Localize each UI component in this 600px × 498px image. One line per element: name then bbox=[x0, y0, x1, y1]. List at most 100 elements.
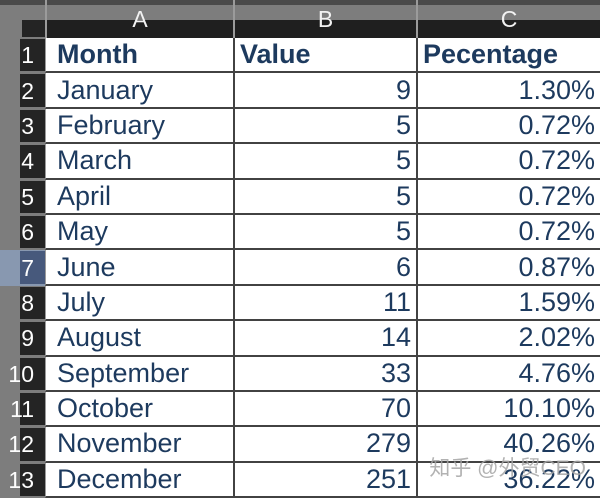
column-header-c[interactable]: C bbox=[416, 0, 600, 38]
cell-month[interactable]: September bbox=[45, 356, 233, 392]
row-number: 4 bbox=[21, 148, 34, 175]
table-row: 13 December 251 36.22% bbox=[0, 462, 600, 498]
cell-percentage[interactable]: 1.59% bbox=[416, 285, 600, 322]
row-header-box bbox=[20, 74, 45, 107]
cell-value[interactable]: 5 bbox=[233, 214, 416, 251]
cell-percentage[interactable]: 0.72% bbox=[416, 214, 600, 251]
cell-month[interactable]: Month bbox=[45, 38, 233, 74]
cell-value[interactable]: 5 bbox=[233, 108, 416, 145]
row-header[interactable]: 4 bbox=[0, 144, 45, 180]
row-number: 8 bbox=[21, 289, 34, 316]
cell-value[interactable]: 5 bbox=[233, 179, 416, 215]
cell-percentage[interactable]: 0.87% bbox=[416, 250, 600, 286]
row-header[interactable]: 11 bbox=[0, 391, 45, 428]
table-row: 2 January 9 1.30% bbox=[0, 73, 600, 109]
cell-value[interactable]: 33 bbox=[233, 356, 416, 392]
cell-percentage[interactable]: 2.02% bbox=[416, 321, 600, 357]
column-letter: A bbox=[132, 5, 148, 32]
column-header-row: A B C bbox=[0, 0, 600, 38]
row-header-box bbox=[20, 215, 45, 249]
row-header-box bbox=[20, 39, 45, 72]
column-letter: C bbox=[500, 5, 518, 32]
table-row: 4 March 5 0.72% bbox=[0, 144, 600, 180]
cell-value[interactable]: 251 bbox=[233, 462, 416, 498]
row-header[interactable]: 1 bbox=[0, 38, 45, 74]
row-number: 11 bbox=[10, 396, 34, 423]
cell-month[interactable]: May bbox=[45, 214, 233, 251]
cell-value[interactable]: 6 bbox=[233, 250, 416, 286]
sheet-rows: 1 Month Value Pecentage 2 January 9 1.30… bbox=[0, 38, 600, 498]
cell-value[interactable]: 5 bbox=[233, 144, 416, 180]
cell-month[interactable]: November bbox=[45, 427, 233, 463]
row-header[interactable]: 2 bbox=[0, 73, 45, 109]
cell-month[interactable]: March bbox=[45, 144, 233, 180]
row-header[interactable]: 8 bbox=[0, 285, 45, 322]
row-number: 3 bbox=[21, 112, 34, 139]
table-row: 5 April 5 0.72% bbox=[0, 179, 600, 215]
row-header[interactable]: 7 bbox=[0, 250, 45, 286]
row-number: 2 bbox=[21, 77, 34, 104]
table-row: 7 June 6 0.87% bbox=[0, 250, 600, 286]
cell-month[interactable]: January bbox=[45, 73, 233, 109]
column-letter: B bbox=[317, 5, 334, 32]
row-header[interactable]: 12 bbox=[0, 427, 45, 463]
row-header[interactable]: 3 bbox=[0, 108, 45, 145]
cell-percentage[interactable]: 0.72% bbox=[416, 108, 600, 145]
row-number: 12 bbox=[8, 431, 34, 458]
cell-value[interactable]: Value bbox=[233, 38, 416, 74]
row-header-box bbox=[20, 251, 45, 284]
cell-month[interactable]: August bbox=[45, 321, 233, 357]
select-all-corner-cell[interactable] bbox=[0, 0, 45, 38]
cell-month[interactable]: June bbox=[45, 250, 233, 286]
cell-value[interactable]: 11 bbox=[233, 285, 416, 322]
row-header[interactable]: 9 bbox=[0, 321, 45, 357]
column-header-a[interactable]: A bbox=[45, 0, 233, 38]
cell-month[interactable]: July bbox=[45, 285, 233, 322]
row-header-box bbox=[20, 145, 45, 178]
row-number: 5 bbox=[21, 183, 34, 210]
row-number: 9 bbox=[21, 325, 34, 352]
row-number: 10 bbox=[8, 360, 34, 387]
cell-percentage[interactable]: 40.26% bbox=[416, 427, 600, 463]
row-header[interactable]: 5 bbox=[0, 179, 45, 215]
table-row: 10 September 33 4.76% bbox=[0, 356, 600, 392]
column-header-b[interactable]: B bbox=[233, 0, 416, 38]
cell-percentage[interactable]: 0.72% bbox=[416, 144, 600, 180]
row-header[interactable]: 13 bbox=[0, 462, 45, 498]
table-row: 6 May 5 0.72% bbox=[0, 214, 600, 251]
cell-percentage[interactable]: 4.76% bbox=[416, 356, 600, 392]
table-row: 12 November 279 40.26% bbox=[0, 427, 600, 463]
row-header-box bbox=[20, 357, 45, 390]
row-header-box bbox=[20, 322, 45, 355]
table-row: 11 October 70 10.10% bbox=[0, 391, 600, 428]
cell-percentage[interactable]: 0.72% bbox=[416, 179, 600, 215]
cell-value[interactable]: 279 bbox=[233, 427, 416, 463]
cell-value[interactable]: 70 bbox=[233, 391, 416, 428]
row-header-box bbox=[20, 428, 45, 461]
row-number: 13 bbox=[8, 466, 34, 493]
table-row: 8 July 11 1.59% bbox=[0, 285, 600, 322]
cell-value[interactable]: 9 bbox=[233, 73, 416, 109]
row-header-box bbox=[20, 180, 45, 213]
row-header[interactable]: 6 bbox=[0, 214, 45, 251]
row-header-box bbox=[20, 392, 45, 426]
cell-month[interactable]: February bbox=[45, 108, 233, 145]
table-row: 9 August 14 2.02% bbox=[0, 321, 600, 357]
cell-value[interactable]: 14 bbox=[233, 321, 416, 357]
cell-month[interactable]: December bbox=[45, 462, 233, 498]
cell-percentage[interactable]: 1.30% bbox=[416, 73, 600, 109]
cell-month[interactable]: October bbox=[45, 391, 233, 428]
row-header-box bbox=[20, 463, 45, 497]
table-row: 1 Month Value Pecentage bbox=[0, 38, 600, 74]
table-row: 3 February 5 0.72% bbox=[0, 108, 600, 145]
row-number: 1 bbox=[21, 42, 34, 69]
row-header-box bbox=[20, 286, 45, 320]
row-number: 6 bbox=[21, 219, 34, 246]
row-header-box bbox=[20, 109, 45, 143]
cell-percentage[interactable]: Pecentage bbox=[416, 38, 600, 74]
cell-month[interactable]: April bbox=[45, 179, 233, 215]
cell-percentage[interactable]: 36.22% bbox=[416, 462, 600, 498]
cell-percentage[interactable]: 10.10% bbox=[416, 391, 600, 428]
row-header[interactable]: 10 bbox=[0, 356, 45, 392]
